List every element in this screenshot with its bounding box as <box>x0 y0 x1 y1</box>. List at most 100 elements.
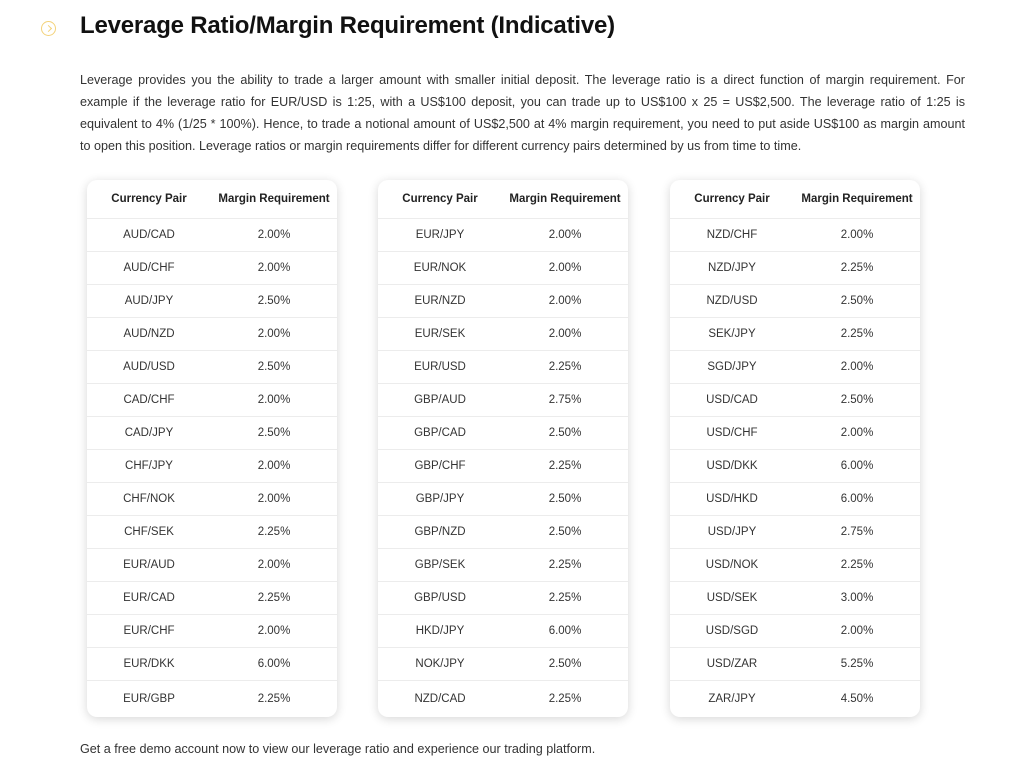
currency-pair: GBP/JPY <box>378 482 502 516</box>
margin-requirement: 2.00% <box>794 416 920 450</box>
margin-requirement: 2.00% <box>502 284 628 318</box>
table-row: USD/DKK 6.00% <box>670 449 920 483</box>
margin-requirement: 2.00% <box>211 251 337 285</box>
margin-requirement: 2.75% <box>502 383 628 417</box>
currency-pair: AUD/CHF <box>87 251 211 285</box>
currency-pair: EUR/NOK <box>378 251 502 285</box>
currency-pair: AUD/USD <box>87 350 211 384</box>
margin-requirement: 2.25% <box>211 581 337 615</box>
table-row: NZD/USD 2.50% <box>670 284 920 318</box>
header-row: Currency Pair Margin Requirement <box>670 180 920 219</box>
currency-pair: SGD/JPY <box>670 350 794 384</box>
margin-requirement: 2.50% <box>502 647 628 681</box>
margin-requirement: 2.25% <box>794 548 920 582</box>
table-row: SGD/JPY 2.00% <box>670 350 920 384</box>
margin-requirement: 2.50% <box>211 284 337 318</box>
table-row: GBP/NZD 2.50% <box>378 515 628 549</box>
table-row: NOK/JPY 2.50% <box>378 647 628 681</box>
table-row: USD/SEK 3.00% <box>670 581 920 615</box>
bullet-icon <box>41 21 56 36</box>
table-row: GBP/SEK 2.25% <box>378 548 628 582</box>
currency-pair: AUD/NZD <box>87 317 211 351</box>
table-row: CAD/CHF 2.00% <box>87 383 337 417</box>
margin-requirement: 5.25% <box>794 647 920 681</box>
table-row: AUD/NZD 2.00% <box>87 317 337 351</box>
table-row: USD/CHF 2.00% <box>670 416 920 450</box>
currency-pair: EUR/GBP <box>87 680 211 716</box>
table-row: NZD/JPY 2.25% <box>670 251 920 285</box>
table-row: EUR/USD 2.25% <box>378 350 628 384</box>
currency-pair: NZD/CHF <box>670 218 794 252</box>
table-row: AUD/USD 2.50% <box>87 350 337 384</box>
currency-pair: GBP/AUD <box>378 383 502 417</box>
table-row: GBP/JPY 2.50% <box>378 482 628 516</box>
column-header: Currency Pair <box>694 193 770 205</box>
table-row: NZD/CAD 2.25% <box>378 680 628 716</box>
currency-pair: USD/ZAR <box>670 647 794 681</box>
table-row: USD/NOK 2.25% <box>670 548 920 582</box>
margin-requirement: 2.50% <box>502 416 628 450</box>
margin-requirement: 2.25% <box>211 515 337 549</box>
currency-pair: EUR/USD <box>378 350 502 384</box>
margin-requirement: 2.00% <box>794 614 920 648</box>
currency-pair: GBP/CAD <box>378 416 502 450</box>
currency-pair: AUD/JPY <box>87 284 211 318</box>
currency-pair: CAD/CHF <box>87 383 211 417</box>
currency-pair: CAD/JPY <box>87 416 211 450</box>
column-header: Currency Pair <box>402 193 478 205</box>
currency-pair: USD/HKD <box>670 482 794 516</box>
currency-pair: GBP/CHF <box>378 449 502 483</box>
intro-text: Leverage provides you the ability to tra… <box>80 73 965 153</box>
margin-requirement: 2.00% <box>794 350 920 384</box>
table-row: USD/ZAR 5.25% <box>670 647 920 681</box>
table-card: Currency Pair Margin Requirement EUR/JPY 2.… <box>378 180 628 717</box>
table-row: USD/JPY 2.75% <box>670 515 920 549</box>
column-header: Margin Requirement <box>801 193 913 205</box>
currency-pair: AUD/CAD <box>87 218 211 252</box>
margin-requirement: 2.00% <box>794 218 920 252</box>
table-row: AUD/JPY 2.50% <box>87 284 337 318</box>
currency-pair: GBP/SEK <box>378 548 502 582</box>
margin-requirement: 6.00% <box>502 614 628 648</box>
margin-table: Currency Pair Margin Requirement NZD/CHF 2.… <box>670 180 920 716</box>
table-row: EUR/JPY 2.00% <box>378 218 628 252</box>
currency-pair: CHF/JPY <box>87 449 211 483</box>
table-row: GBP/USD 2.25% <box>378 581 628 615</box>
table-row: USD/SGD 2.00% <box>670 614 920 648</box>
column-header: Margin Requirement <box>218 193 330 205</box>
table-row: CHF/JPY 2.00% <box>87 449 337 483</box>
currency-pair: USD/JPY <box>670 515 794 549</box>
margin-requirement: 2.25% <box>502 680 628 716</box>
currency-pair: EUR/NZD <box>378 284 502 318</box>
margin-requirement: 2.00% <box>502 317 628 351</box>
column-header: Margin Requirement <box>509 193 621 205</box>
table-row: CHF/SEK 2.25% <box>87 515 337 549</box>
footer-text: Get a free demo account now to view our … <box>80 742 596 756</box>
currency-pair: EUR/AUD <box>87 548 211 582</box>
currency-pair: CHF/SEK <box>87 515 211 549</box>
table-row: CAD/JPY 2.50% <box>87 416 337 450</box>
margin-requirement: 2.00% <box>211 548 337 582</box>
currency-pair: HKD/JPY <box>378 614 502 648</box>
currency-pair: CHF/NOK <box>87 482 211 516</box>
currency-pair: NOK/JPY <box>378 647 502 681</box>
table-row: EUR/GBP 2.25% <box>87 680 337 716</box>
table-row: USD/CAD 2.50% <box>670 383 920 417</box>
currency-pair: ZAR/JPY <box>670 680 794 716</box>
margin-requirement: 4.50% <box>794 680 920 716</box>
margin-requirement: 2.25% <box>794 317 920 351</box>
table-row: AUD/CAD 2.00% <box>87 218 337 252</box>
table-row: EUR/CHF 2.00% <box>87 614 337 648</box>
margin-requirement: 2.50% <box>502 482 628 516</box>
margin-requirement: 2.75% <box>794 515 920 549</box>
table-card: Currency Pair Margin Requirement AUD/CAD 2.… <box>87 180 337 717</box>
margin-requirement: 3.00% <box>794 581 920 615</box>
currency-pair: EUR/DKK <box>87 647 211 681</box>
table-row: EUR/DKK 6.00% <box>87 647 337 681</box>
page-title: Leverage Ratio/Margin Requirement (Indic… <box>80 12 615 39</box>
table-row: CHF/NOK 2.00% <box>87 482 337 516</box>
margin-requirement: 2.00% <box>211 317 337 351</box>
margin-requirement: 2.50% <box>794 284 920 318</box>
table-row: GBP/CAD 2.50% <box>378 416 628 450</box>
currency-pair: USD/DKK <box>670 449 794 483</box>
